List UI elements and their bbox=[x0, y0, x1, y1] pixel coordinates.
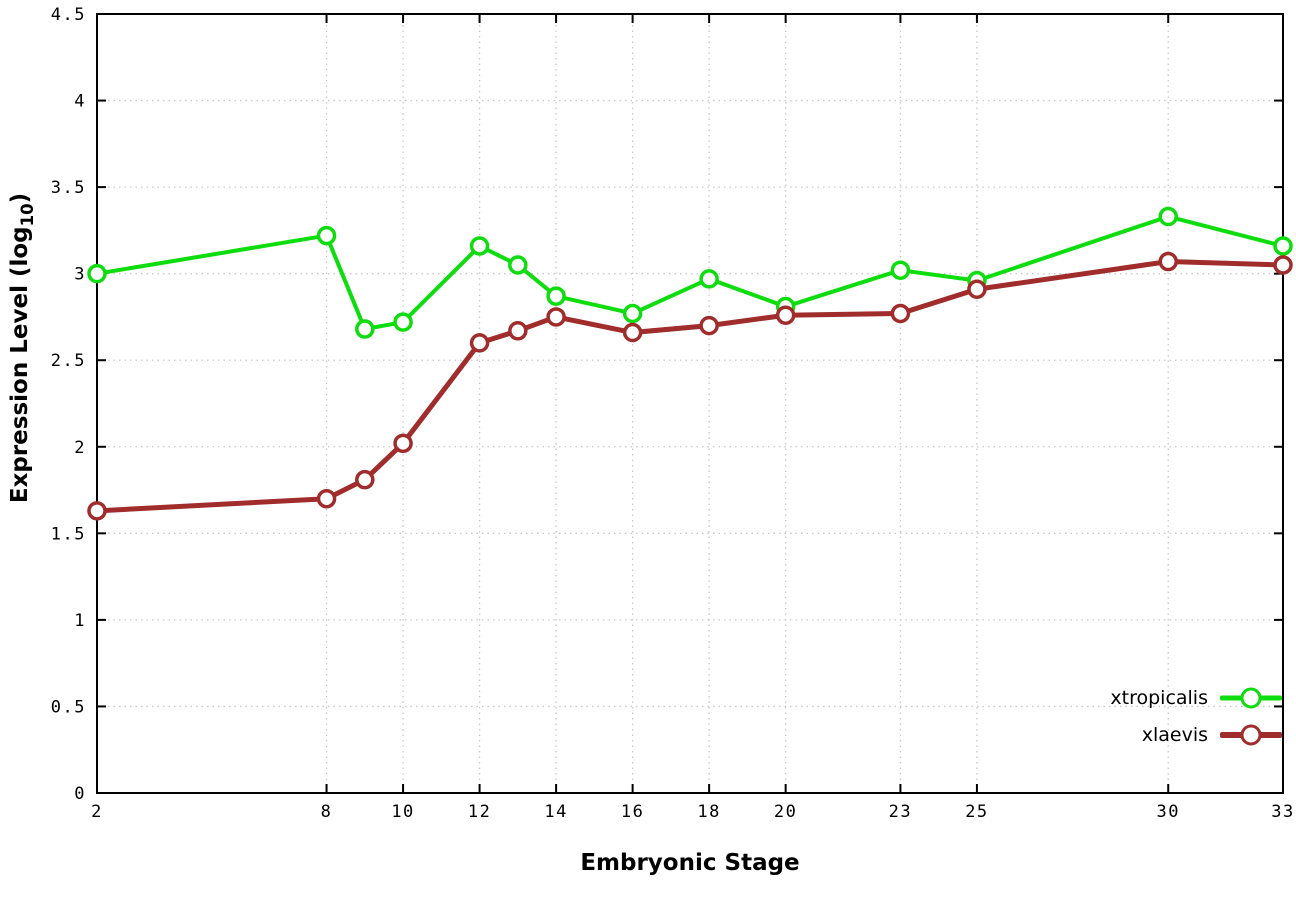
y-tick-label: 4.5 bbox=[51, 5, 86, 25]
x-tick-label: 33 bbox=[1271, 802, 1294, 822]
data-point-xtropicalis bbox=[622, 303, 643, 324]
data-point-xtropicalis bbox=[508, 255, 528, 275]
y-axis-title-suffix: ) bbox=[7, 192, 34, 204]
y-tick-label: 2 bbox=[74, 438, 86, 458]
legend-item-xlaevis: xlaevis bbox=[1110, 721, 1282, 749]
data-point-xlaevis bbox=[1158, 251, 1178, 272]
x-tick-label: 30 bbox=[1156, 802, 1179, 822]
x-tick-label: 14 bbox=[544, 802, 567, 822]
legend-item-xtropicalis: xtropicalis bbox=[1110, 684, 1282, 712]
x-axis-title: Embryonic Stage bbox=[580, 850, 800, 876]
series-line-xlaevis bbox=[94, 259, 1286, 514]
data-point-xlaevis bbox=[967, 279, 987, 299]
data-point-xtropicalis bbox=[890, 260, 911, 280]
data-point-xtropicalis bbox=[393, 312, 413, 332]
y-tick-label: 3.5 bbox=[51, 178, 86, 198]
data-point-xtropicalis bbox=[699, 269, 719, 289]
data-point-xtropicalis bbox=[1273, 236, 1293, 256]
plot-border bbox=[96, 13, 1284, 794]
legend-swatch-xtropicalis bbox=[1220, 687, 1282, 709]
y-tick-label: 1.5 bbox=[51, 524, 86, 544]
x-tick-label: 20 bbox=[774, 802, 797, 822]
x-tick-label: 12 bbox=[468, 802, 491, 822]
y-axis-title: Expression Level (log10) bbox=[7, 193, 37, 503]
x-tick-label: 16 bbox=[621, 802, 644, 822]
legend-marker-icon bbox=[1240, 687, 1262, 709]
y-axis-title-text: Expression Level (log bbox=[7, 226, 34, 504]
legend-label-xtropicalis: xtropicalis bbox=[1110, 687, 1208, 709]
data-point-xtropicalis bbox=[469, 236, 490, 256]
y-tick-label: 2.5 bbox=[51, 351, 86, 371]
y-tick-label: 1 bbox=[74, 611, 86, 631]
data-point-xlaevis bbox=[546, 307, 566, 327]
y-tick-label: 0 bbox=[74, 784, 86, 804]
x-tick-label: 25 bbox=[965, 802, 988, 822]
data-point-xlaevis bbox=[316, 488, 337, 509]
data-point-xlaevis bbox=[469, 333, 490, 353]
y-tick-label: 0.5 bbox=[51, 697, 86, 717]
x-tick-label: 8 bbox=[321, 802, 333, 822]
data-point-xlaevis bbox=[393, 433, 413, 454]
y-tick-label: 3 bbox=[74, 265, 86, 285]
data-point-xtropicalis bbox=[1158, 206, 1178, 227]
data-point-xlaevis bbox=[699, 315, 719, 336]
data-point-xlaevis bbox=[622, 322, 643, 343]
data-point-xtropicalis bbox=[316, 225, 337, 246]
legend-label-xlaevis: xlaevis bbox=[1141, 724, 1208, 746]
legend: xtropicalis xlaevis bbox=[1110, 684, 1282, 749]
x-tick-label: 23 bbox=[889, 802, 912, 822]
data-point-xlaevis bbox=[87, 501, 107, 521]
data-point-xtropicalis bbox=[87, 263, 107, 284]
y-axis-title-subscript: 10 bbox=[17, 203, 37, 227]
legend-swatch-xlaevis bbox=[1220, 724, 1282, 746]
data-point-xlaevis bbox=[775, 305, 796, 325]
x-tick-label: 10 bbox=[391, 802, 414, 822]
x-tick-label: 2 bbox=[91, 802, 103, 822]
x-tick-label: 18 bbox=[697, 802, 720, 822]
data-point-xlaevis bbox=[890, 303, 911, 324]
data-point-xtropicalis bbox=[546, 286, 566, 306]
data-point-xlaevis bbox=[508, 321, 528, 341]
y-tick-label: 4 bbox=[74, 92, 86, 112]
data-point-xlaevis bbox=[1273, 255, 1293, 275]
data-point-xlaevis bbox=[355, 469, 375, 490]
data-point-xtropicalis bbox=[355, 319, 375, 339]
legend-marker-icon bbox=[1240, 724, 1262, 746]
